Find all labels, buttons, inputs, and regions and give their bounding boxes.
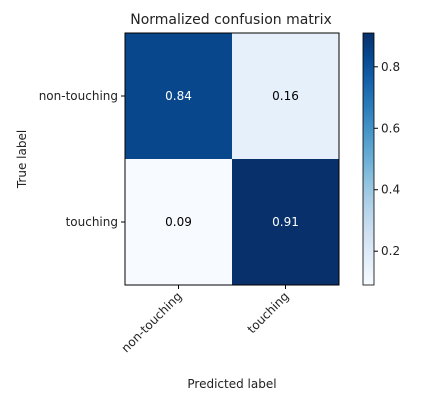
colorbar-tick-label: 0.4 [381,183,400,197]
cell-value-label: 0.91 [272,215,299,229]
matrix-frame [124,32,340,286]
x-tick-label: touching [245,289,292,336]
matrix-cell [232,33,339,159]
cell-value-label: 0.09 [165,215,192,229]
x-tick-label: non-touching [119,289,185,355]
colorbar-tick-label: 0.2 [381,244,400,258]
matrix-cells [125,33,339,285]
colorbar-ticks: 0.2 0.4 0.6 0.8 [374,60,400,258]
y-axis-ticks: non-touching touching [39,89,125,229]
x-axis-label: Predicted label [187,377,276,391]
y-tick-label: touching [66,215,118,229]
colorbar [362,32,375,286]
y-tick-label: non-touching [39,89,118,103]
y-axis-label: True label [15,130,29,189]
matrix-cell [232,159,339,285]
matrix-cell [125,33,232,159]
matrix-cell-labels: 0.84 0.16 0.09 0.91 [165,89,299,229]
colorbar-tick-label: 0.8 [381,60,400,74]
cell-value-label: 0.16 [272,89,299,103]
matrix-cell [125,159,232,285]
x-axis-ticks: non-touching touching [119,285,292,355]
colorbar-tick-label: 0.6 [381,121,400,135]
cell-value-label: 0.84 [165,89,192,103]
chart-title: Normalized confusion matrix [130,12,332,28]
